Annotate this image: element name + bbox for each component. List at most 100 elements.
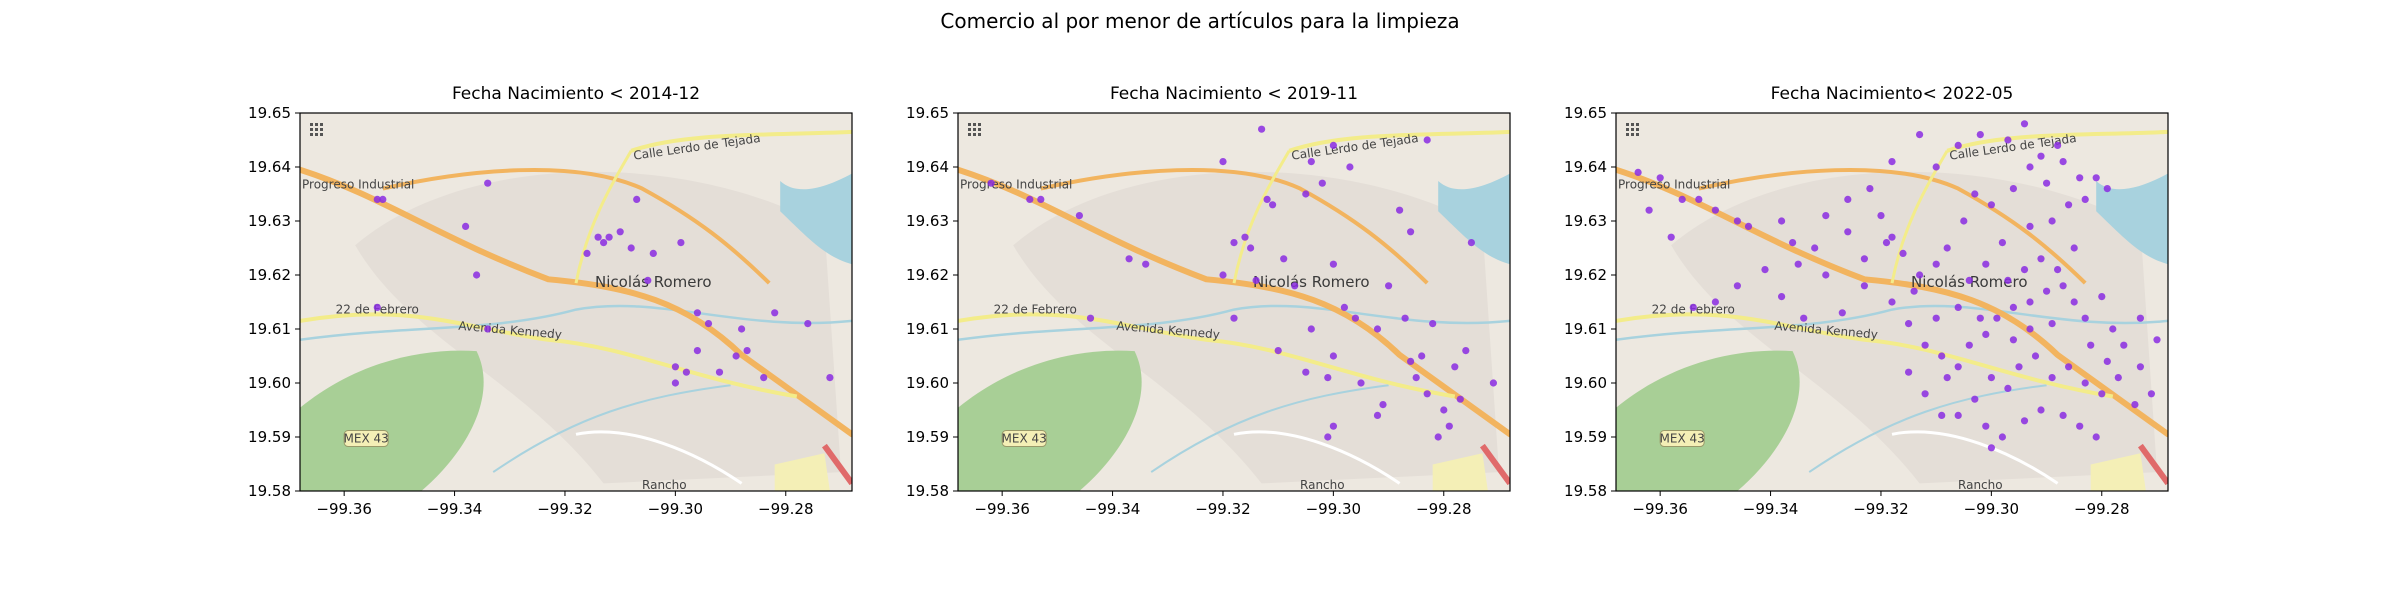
y-tick-label: 19.60 xyxy=(906,374,949,392)
secondary-road-2 xyxy=(630,129,852,153)
data-point xyxy=(1037,195,1045,203)
data-point xyxy=(1905,320,1913,328)
x-tick-label: −99.28 xyxy=(758,500,814,518)
data-point xyxy=(1125,255,1133,263)
data-point xyxy=(1252,276,1260,284)
data-point xyxy=(1645,206,1653,214)
scatter-points xyxy=(987,125,1497,441)
data-point xyxy=(2026,298,2034,306)
y-tick-label: 19.62 xyxy=(1564,266,1607,284)
data-point xyxy=(1954,141,1962,149)
data-point xyxy=(2065,201,2073,209)
y-tick-label: 19.59 xyxy=(248,428,291,446)
map-grid-icon-dot xyxy=(978,128,981,131)
forest-area xyxy=(300,350,484,491)
data-point xyxy=(682,368,690,376)
data-point xyxy=(1656,174,1664,182)
data-point xyxy=(715,368,724,376)
data-point xyxy=(2037,406,2045,414)
scatter-points xyxy=(1634,120,2161,452)
data-point xyxy=(1456,395,1464,403)
data-point xyxy=(1976,131,1984,139)
map-grid-icon-dot xyxy=(1626,123,1629,126)
x-tick-label: −99.34 xyxy=(1085,500,1141,518)
data-point xyxy=(1744,222,1753,230)
y-tick-label: 19.61 xyxy=(906,320,949,338)
data-point xyxy=(1429,320,1437,328)
data-point xyxy=(1789,239,1797,247)
river xyxy=(300,304,852,342)
x-tick-label: −99.36 xyxy=(1632,500,1688,518)
map-grid-icon-dot xyxy=(320,123,323,126)
x-tick-label: −99.32 xyxy=(1195,500,1251,518)
data-point xyxy=(1142,260,1150,268)
data-point xyxy=(1489,379,1497,387)
data-point xyxy=(1733,282,1741,290)
y-tick-label: 19.59 xyxy=(1564,428,1607,446)
data-point xyxy=(2065,363,2073,371)
data-point xyxy=(1888,233,1896,241)
data-point xyxy=(1373,325,1382,333)
map-grid-icon-dot xyxy=(978,123,981,126)
secondary-road-2 xyxy=(1946,129,2168,153)
data-point xyxy=(1916,271,1924,279)
data-point xyxy=(1954,411,1962,419)
local-road xyxy=(1233,430,1401,485)
mex43-shield xyxy=(1659,430,1705,448)
data-point xyxy=(1733,217,1741,225)
map-grid-icon-dot xyxy=(310,133,313,136)
map-label-mex43: MEX 43 xyxy=(1002,432,1047,446)
y-tick-label: 19.61 xyxy=(248,320,291,338)
data-point xyxy=(594,233,602,241)
map-grid-icon-dot xyxy=(315,128,318,131)
highway xyxy=(1479,443,1510,486)
data-point xyxy=(1794,260,1802,268)
y-tick-label: 19.61 xyxy=(1564,320,1607,338)
data-point xyxy=(1711,298,1719,306)
y-tick-label: 19.58 xyxy=(906,482,949,500)
data-point xyxy=(1987,444,1995,452)
highway xyxy=(2137,443,2168,486)
x-tick-label: −99.32 xyxy=(1853,500,1909,518)
data-point xyxy=(1219,158,1227,166)
data-point xyxy=(1340,303,1348,311)
data-point xyxy=(732,352,740,360)
data-point xyxy=(1844,228,1852,236)
data-point xyxy=(2120,341,2128,349)
data-point xyxy=(1910,287,1918,295)
map-label-progreso: Progreso Industrial xyxy=(960,178,1072,192)
data-point xyxy=(1418,352,1426,360)
data-point xyxy=(1357,379,1365,387)
data-point xyxy=(2092,433,2100,441)
data-point xyxy=(462,222,470,230)
data-point xyxy=(1877,212,1885,220)
panel-title: Fecha Nacimiento < 2019-11 xyxy=(1110,84,1358,104)
data-point xyxy=(1982,330,1990,338)
data-point xyxy=(373,195,381,203)
data-point xyxy=(1302,368,1310,376)
data-point xyxy=(2004,384,2012,392)
stream xyxy=(492,384,731,473)
secondary-road-2 xyxy=(1288,129,1510,153)
map-grid-icon-dot xyxy=(1626,128,1629,131)
data-point xyxy=(1230,239,1238,247)
y-tick-label: 19.65 xyxy=(906,104,949,122)
map-grid-icon-dot xyxy=(315,133,318,136)
mex43-shield xyxy=(343,430,389,448)
data-point xyxy=(1954,303,1962,311)
data-point xyxy=(1324,433,1332,441)
data-point xyxy=(2059,158,2067,166)
data-point xyxy=(2026,325,2034,333)
map-grid-icon-dot xyxy=(978,133,981,136)
map-grid-icon xyxy=(1626,123,1639,136)
data-point xyxy=(1075,212,1083,220)
highway xyxy=(821,443,852,486)
map-label-rancho: Rancho xyxy=(642,478,687,492)
data-point xyxy=(473,271,481,279)
y-tick-label: 19.65 xyxy=(1564,104,1607,122)
data-point xyxy=(826,374,834,382)
data-point xyxy=(1982,422,1990,430)
data-point xyxy=(2070,244,2078,252)
